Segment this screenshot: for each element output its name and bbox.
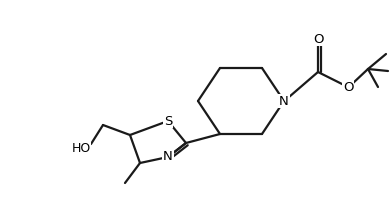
Text: N: N [279,94,289,107]
Text: N: N [163,150,173,164]
Text: HO: HO [71,141,90,155]
Text: S: S [164,114,172,128]
Text: O: O [313,32,323,46]
Text: O: O [343,80,353,94]
